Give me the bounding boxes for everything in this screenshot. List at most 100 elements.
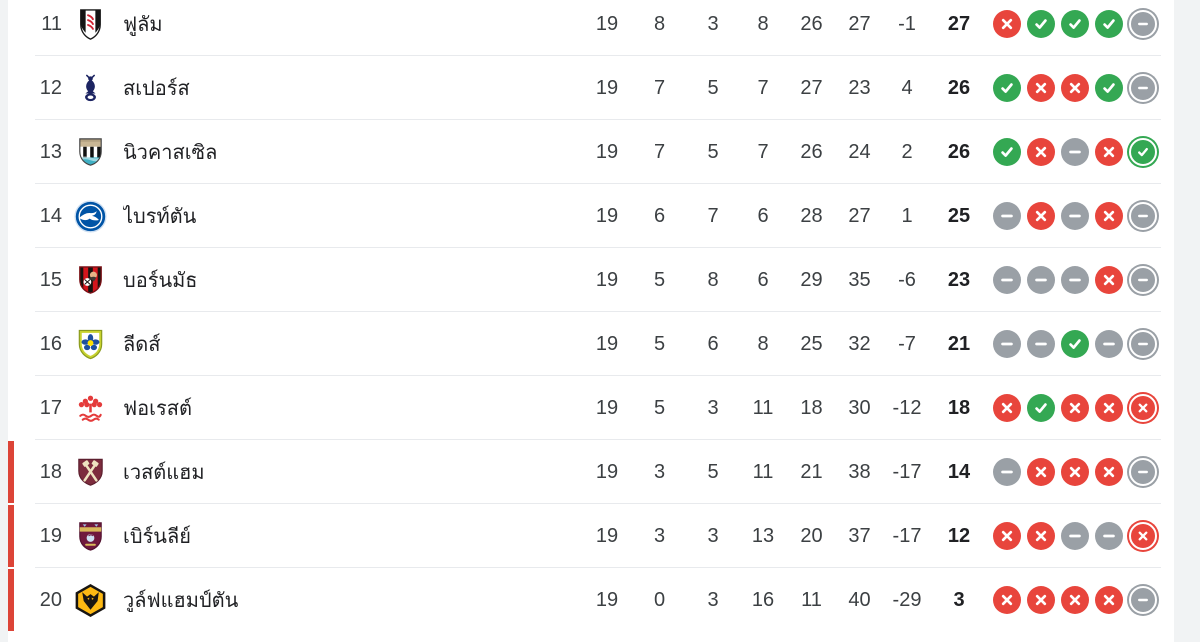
- team-name: นิวคาสเซิล: [123, 142, 218, 164]
- stat-goal-diff: 1: [901, 204, 913, 227]
- wolves-crest-icon: [71, 581, 109, 619]
- form-indicators: [993, 184, 1157, 248]
- stat-goals-against: 38: [848, 460, 871, 483]
- stat-won: 5: [653, 332, 666, 355]
- stat-goals-for: 29: [800, 268, 823, 291]
- stat-goal-diff: -17: [892, 460, 922, 483]
- stat-lost: 11: [752, 460, 774, 483]
- form-indicators: [993, 568, 1157, 632]
- newcastle-crest-icon: [71, 133, 109, 171]
- form-x-circle-icon: [1095, 394, 1123, 422]
- form-x-circle-icon: [1095, 266, 1123, 294]
- burnley-crest-icon: [71, 517, 109, 555]
- stat-won: 7: [653, 140, 666, 163]
- standings-row-14[interactable]: 14 ไบรท์ตัน 19 6 7 6 28 27 1 25: [8, 184, 1174, 248]
- stat-drawn: 5: [707, 76, 719, 99]
- form-x-circle-icon: [1061, 394, 1089, 422]
- position-number: 13: [39, 140, 62, 163]
- stat-drawn: 3: [707, 524, 719, 547]
- standings-row-16[interactable]: 16 ลีดส์ 19 5 6 8 25 32 -7 21: [8, 312, 1174, 376]
- position-number: 14: [39, 204, 62, 227]
- stat-won: 8: [653, 12, 666, 35]
- position-number: 17: [39, 396, 62, 419]
- stat-goal-diff: -12: [892, 396, 922, 419]
- stat-lost: 8: [757, 332, 769, 355]
- stat-goal-diff: -17: [892, 524, 922, 547]
- form-dash-circle-icon: [993, 330, 1021, 358]
- stat-points: 27: [947, 12, 971, 35]
- stat-goal-diff: -1: [898, 12, 916, 35]
- westham-crest-icon: [71, 453, 109, 491]
- form-indicators: [993, 248, 1157, 312]
- stat-goal-diff: -7: [898, 332, 916, 355]
- position-number: 12: [39, 76, 62, 99]
- standings-row-11[interactable]: 11 ฟูลัม 19 8 3 8 26 27 -1 27: [8, 0, 1174, 56]
- form-check-circle-icon: [1095, 74, 1123, 102]
- position-number: 20: [39, 588, 62, 611]
- spurs-crest-icon: [71, 69, 109, 107]
- stat-points: 26: [947, 140, 971, 163]
- stat-played: 19: [595, 204, 619, 227]
- stat-drawn: 6: [707, 332, 719, 355]
- team-name: ลีดส์: [123, 334, 161, 356]
- form-x-circle-icon: [993, 10, 1021, 38]
- stat-goals-for: 28: [800, 204, 823, 227]
- stat-goals-against: 40: [848, 588, 871, 611]
- stat-points: 21: [947, 332, 971, 355]
- form-x-circle-icon: [1095, 138, 1123, 166]
- form-x-circle-icon: [1027, 458, 1055, 486]
- standings-row-18[interactable]: 18 เวสต์แฮม 19 3 5 11 21 38 -17 14: [8, 440, 1174, 504]
- standings-row-12[interactable]: 12 สเปอร์ส 19 7 5 7 27 23 4 26: [8, 56, 1174, 120]
- stat-drawn: 3: [707, 588, 719, 611]
- stat-won: 3: [653, 460, 666, 483]
- stat-goal-diff: 4: [901, 76, 913, 99]
- team-stats: 19 3 5 11 21 38 -17 14: [582, 440, 987, 504]
- standings-row-13[interactable]: 13 นิวคาสเซิล 19 7 5 7 26 24 2 26: [8, 120, 1174, 184]
- stat-points: 25: [947, 204, 971, 227]
- form-indicators: [993, 376, 1157, 440]
- stat-goals-for: 20: [800, 524, 823, 547]
- form-x-circle-icon: [1061, 458, 1089, 486]
- team-name: ฟูลัม: [123, 14, 163, 36]
- team-name: ไบรท์ตัน: [123, 206, 197, 228]
- stat-goals-against: 24: [848, 140, 871, 163]
- stat-goals-against: 32: [848, 332, 871, 355]
- stat-drawn: 3: [707, 12, 719, 35]
- forest-crest-icon: [71, 389, 109, 427]
- stat-goals-for: 26: [800, 12, 823, 35]
- form-dash-circle-icon: [1061, 202, 1089, 230]
- team-name: เวสต์แฮม: [123, 462, 205, 484]
- form-x-circle-icon: [1129, 522, 1157, 550]
- stat-goal-diff: 2: [901, 140, 913, 163]
- standings-row-15[interactable]: 15 บอร์นมัธ 19 5 8 6 29 35 -6 23: [8, 248, 1174, 312]
- standings-row-19[interactable]: 19 เบิร์นลีย์ 19 3 3 13 20 37 -17 12: [8, 504, 1174, 568]
- stat-drawn: 7: [707, 204, 719, 227]
- stat-goals-against: 30: [848, 396, 871, 419]
- stat-points: 3: [953, 588, 965, 611]
- stat-drawn: 3: [707, 396, 719, 419]
- standings-row-20[interactable]: 20 วูล์ฟแฮมป์ตัน 19 0 3 16 11 40 -29 3: [8, 568, 1174, 632]
- stat-points: 26: [947, 76, 971, 99]
- stat-points: 14: [947, 460, 971, 483]
- form-x-circle-icon: [1095, 202, 1123, 230]
- form-dash-circle-icon: [1129, 202, 1157, 230]
- form-dash-circle-icon: [1095, 330, 1123, 358]
- form-dash-circle-icon: [1129, 266, 1157, 294]
- form-x-circle-icon: [1027, 202, 1055, 230]
- form-dash-circle-icon: [1129, 10, 1157, 38]
- form-dash-circle-icon: [993, 202, 1021, 230]
- stat-goal-diff: -6: [898, 268, 916, 291]
- form-indicators: [993, 312, 1157, 376]
- stat-goals-against: 27: [848, 12, 871, 35]
- form-dash-circle-icon: [1129, 586, 1157, 614]
- team-stats: 19 7 5 7 27 23 4 26: [582, 56, 987, 120]
- form-x-circle-icon: [993, 586, 1021, 614]
- stat-goals-for: 11: [801, 588, 822, 611]
- standings-row-17[interactable]: 17 ฟอเรสต์ 19 5 3 11 18 30 -12 18: [8, 376, 1174, 440]
- standings-rows: 11 ฟูลัม 19 8 3 8 26 27 -1 27 12 สเปอร์ส…: [8, 0, 1174, 632]
- form-dash-circle-icon: [1129, 458, 1157, 486]
- stat-goals-against: 23: [848, 76, 871, 99]
- form-x-circle-icon: [993, 394, 1021, 422]
- stat-points: 18: [947, 396, 971, 419]
- stat-goal-diff: -29: [892, 588, 922, 611]
